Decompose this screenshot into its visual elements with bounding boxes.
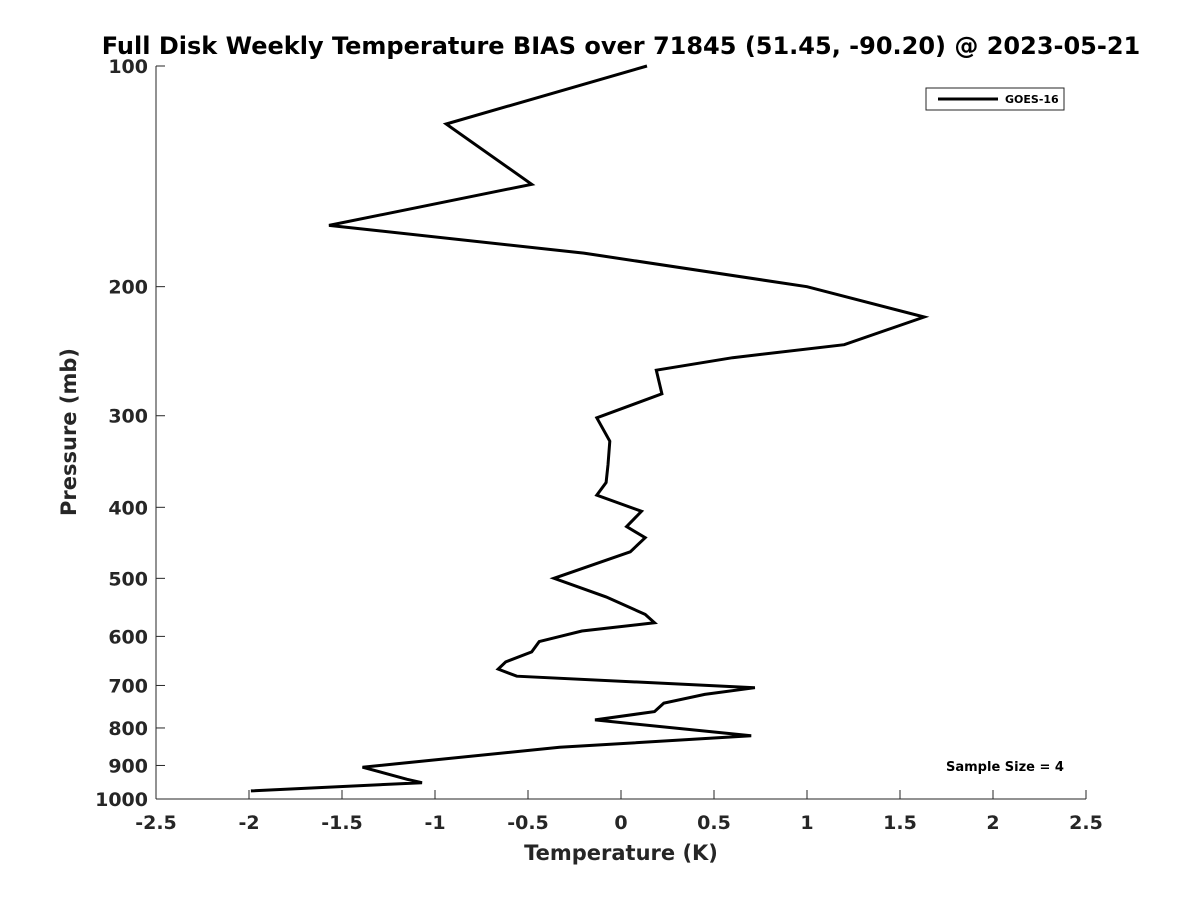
y-ticks: 100 200 300 400 500 600 700 800 900 1000 — [95, 56, 165, 811]
x-axis-label: Temperature (K) — [524, 841, 718, 865]
x-tick-label: 1 — [800, 812, 813, 834]
y-tick-label: 300 — [108, 406, 148, 428]
legend: GOES-16 — [925, 87, 1065, 111]
y-tick-label: 200 — [108, 277, 148, 299]
series-line-goes-16 — [250, 64, 930, 793]
sample-size-annotation: Sample Size = 4 — [946, 760, 1064, 775]
y-tick-label: 400 — [108, 497, 148, 519]
y-tick-label: 900 — [108, 755, 148, 777]
x-tick-label: 2.5 — [1069, 812, 1103, 834]
x-tick-label: -2.5 — [135, 812, 177, 834]
x-tick-label: 2 — [986, 812, 999, 834]
x-tick-label: -1 — [424, 812, 445, 834]
x-tick-label: -1.5 — [321, 812, 363, 834]
y-axis-label: Pressure (mb) — [57, 348, 81, 516]
y-tick-label: 600 — [108, 626, 148, 648]
plot-area — [156, 66, 1086, 799]
legend-label: GOES-16 — [1005, 93, 1059, 106]
x-tick-label: 0 — [614, 812, 627, 834]
x-tick-label: -0.5 — [507, 812, 549, 834]
y-tick-label: 500 — [108, 568, 148, 590]
x-tick-label: 1.5 — [883, 812, 917, 834]
y-tick-label: 700 — [108, 675, 148, 697]
x-tick-label: 0.5 — [697, 812, 731, 834]
y-tick-label: 100 — [108, 56, 148, 78]
chart-title: Full Disk Weekly Temperature BIAS over 7… — [102, 32, 1141, 60]
x-tick-label: -2 — [238, 812, 259, 834]
y-tick-label: 1000 — [95, 789, 148, 811]
x-ticks: -2.5 -2 -1.5 -1 -0.5 0 0.5 1 1.5 2 2.5 — [135, 790, 1103, 834]
y-tick-label: 800 — [108, 718, 148, 740]
series-layer — [250, 64, 930, 793]
